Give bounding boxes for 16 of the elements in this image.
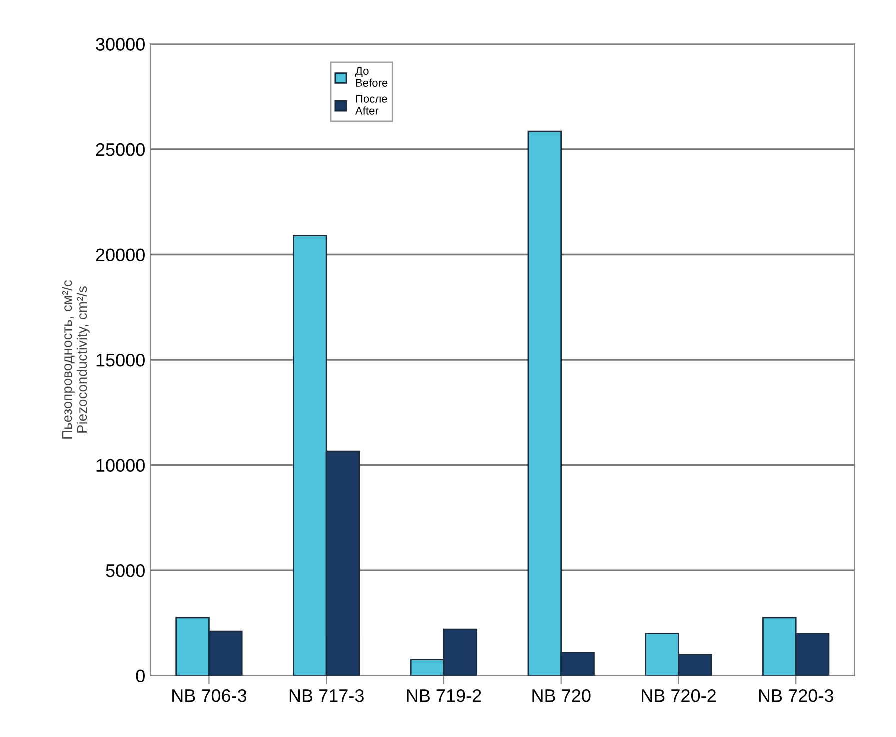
- x-tick-label: NB 717-3: [290, 690, 364, 702]
- x-tick-label: NB 719-2: [407, 690, 482, 702]
- y-axis-title: Пьезопроводность, см²/с Piezoconductivity, cm²/s: [62, 280, 90, 439]
- y-tick-label: 10000: [96, 459, 145, 472]
- y-tick-label: 15000: [96, 354, 145, 367]
- y-tick-label: 5000: [106, 564, 145, 578]
- y-tick-label: 0: [136, 670, 145, 683]
- x-tick-label: NB 720: [532, 690, 591, 702]
- legend-label: До Before: [356, 67, 388, 87]
- x-tick-label: NB 706-3: [172, 690, 247, 702]
- x-tick-label: NB 720-2: [642, 690, 716, 702]
- y-tick-label: 25000: [96, 143, 145, 156]
- y-tick-label: 20000: [96, 248, 145, 262]
- x-tick-label: NB 720-3: [759, 690, 834, 702]
- y-tick-label: 30000: [96, 38, 145, 51]
- legend-label: После After: [355, 95, 388, 115]
